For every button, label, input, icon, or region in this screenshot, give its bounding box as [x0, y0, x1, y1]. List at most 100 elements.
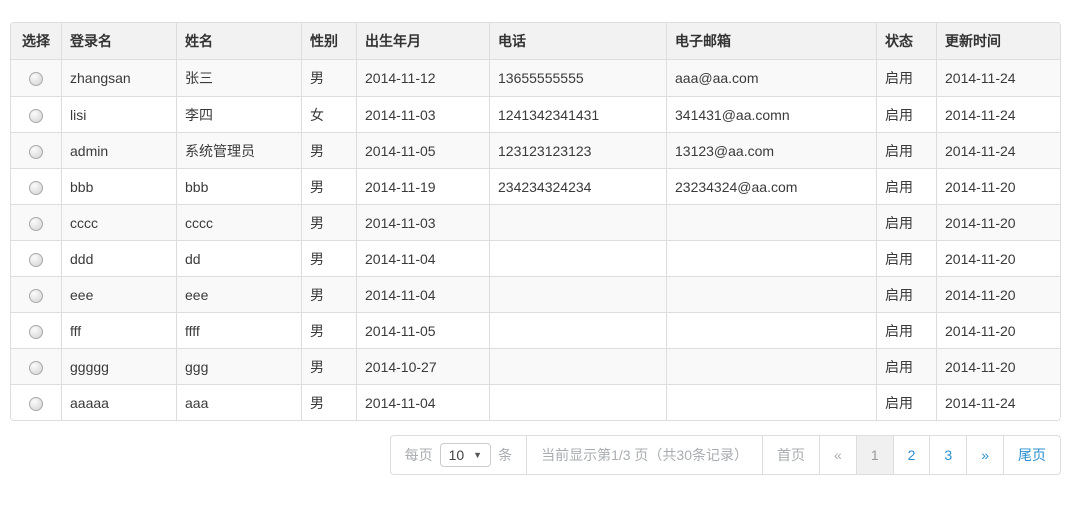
page-size-suffix-label: 条: [498, 447, 513, 463]
name-cell: aaa: [176, 384, 301, 420]
email-cell: [666, 240, 876, 276]
column-header-phone: 电话: [489, 23, 666, 60]
pager-page-2[interactable]: 2: [892, 436, 930, 474]
page-size-select[interactable]: 10 ▼: [439, 443, 492, 467]
email-cell: 13123@aa.com: [666, 132, 876, 168]
birth-cell: 2014-10-27: [356, 348, 489, 384]
name-cell: bbb: [176, 168, 301, 204]
row-radio-button[interactable]: [29, 72, 43, 87]
updated-cell: 2014-11-24: [936, 132, 1060, 168]
email-cell: [666, 204, 876, 240]
select-cell: [11, 132, 61, 168]
name-cell: dd: [176, 240, 301, 276]
row-radio-button[interactable]: [29, 324, 43, 339]
row-radio-button[interactable]: [29, 252, 43, 267]
table-row: lisi 李四 女 2014-11-03 1241342341431 34143…: [11, 96, 1060, 132]
select-cell: [11, 204, 61, 240]
pager-prev-button[interactable]: «: [819, 436, 856, 474]
gender-cell: 女: [301, 96, 356, 132]
row-radio-button[interactable]: [29, 144, 43, 159]
birth-cell: 2014-11-04: [356, 240, 489, 276]
email-cell: [666, 384, 876, 420]
birth-cell: 2014-11-04: [356, 276, 489, 312]
email-cell: 341431@aa.comn: [666, 96, 876, 132]
updated-cell: 2014-11-24: [936, 96, 1060, 132]
pager-last-button[interactable]: 尾页: [1003, 436, 1060, 474]
email-cell: 23234324@aa.com: [666, 168, 876, 204]
user-table: 选择 登录名 姓名 性别 出生年月 电话 电子邮箱 状态 更新时间 zhangs…: [11, 23, 1060, 420]
select-cell: [11, 276, 61, 312]
birth-cell: 2014-11-05: [356, 132, 489, 168]
phone-cell: [489, 312, 666, 348]
status-cell: 启用: [876, 240, 936, 276]
birth-cell: 2014-11-05: [356, 312, 489, 348]
updated-cell: 2014-11-24: [936, 384, 1060, 420]
updated-cell: 2014-11-20: [936, 204, 1060, 240]
pager-page-1[interactable]: 1: [855, 436, 893, 474]
login-cell: fff: [61, 312, 176, 348]
pager-page-3[interactable]: 3: [929, 436, 966, 474]
email-cell: [666, 312, 876, 348]
page-size-section: 每页 10 ▼ 条: [391, 436, 526, 474]
table-row: bbb bbb 男 2014-11-19 234234324234 232343…: [11, 168, 1060, 204]
select-cell: [11, 96, 61, 132]
pager-next-button[interactable]: »: [966, 436, 1003, 474]
gender-cell: 男: [301, 60, 356, 96]
updated-cell: 2014-11-20: [936, 348, 1060, 384]
row-radio-button[interactable]: [29, 396, 43, 411]
updated-cell: 2014-11-20: [936, 276, 1060, 312]
status-cell: 启用: [876, 168, 936, 204]
select-cell: [11, 240, 61, 276]
gender-cell: 男: [301, 168, 356, 204]
phone-cell: 234234324234: [489, 168, 666, 204]
select-cell: [11, 312, 61, 348]
column-header-login: 登录名: [61, 23, 176, 60]
name-cell: eee: [176, 276, 301, 312]
status-cell: 启用: [876, 204, 936, 240]
row-radio-button[interactable]: [29, 216, 43, 231]
phone-cell: [489, 240, 666, 276]
phone-cell: 1241342341431: [489, 96, 666, 132]
login-cell: ddd: [61, 240, 176, 276]
table-row: ddd dd 男 2014-11-04 启用 2014-11-20: [11, 240, 1060, 276]
email-cell: [666, 276, 876, 312]
row-radio-button[interactable]: [29, 108, 43, 123]
table-row: admin 系统管理员 男 2014-11-05 123123123123 13…: [11, 132, 1060, 168]
select-cell: [11, 60, 61, 96]
status-cell: 启用: [876, 60, 936, 96]
row-radio-button[interactable]: [29, 360, 43, 375]
gender-cell: 男: [301, 276, 356, 312]
row-radio-button[interactable]: [29, 288, 43, 303]
gender-cell: 男: [301, 348, 356, 384]
birth-cell: 2014-11-19: [356, 168, 489, 204]
table-header-row: 选择 登录名 姓名 性别 出生年月 电话 电子邮箱 状态 更新时间: [11, 23, 1060, 60]
email-cell: [666, 348, 876, 384]
gender-cell: 男: [301, 132, 356, 168]
gender-cell: 男: [301, 204, 356, 240]
status-cell: 启用: [876, 132, 936, 168]
pagination-bar: 每页 10 ▼ 条 当前显示第1/3 页（共30条记录） 首页 « 1 2 3 …: [389, 435, 1061, 475]
table-row: zhangsan 张三 男 2014-11-12 13655555555 aaa…: [11, 60, 1060, 96]
status-cell: 启用: [876, 348, 936, 384]
login-cell: cccc: [61, 204, 176, 240]
row-radio-button[interactable]: [29, 180, 43, 195]
name-cell: 系统管理员: [176, 132, 301, 168]
table-row: ggggg ggg 男 2014-10-27 启用 2014-11-20: [11, 348, 1060, 384]
table-row: aaaaa aaa 男 2014-11-04 启用 2014-11-24: [11, 384, 1060, 420]
email-cell: aaa@aa.com: [666, 60, 876, 96]
login-cell: ggggg: [61, 348, 176, 384]
birth-cell: 2014-11-04: [356, 384, 489, 420]
pager-first-button[interactable]: 首页: [762, 436, 819, 474]
table-row: eee eee 男 2014-11-04 启用 2014-11-20: [11, 276, 1060, 312]
phone-cell: [489, 348, 666, 384]
column-header-updated: 更新时间: [936, 23, 1060, 60]
select-cell: [11, 348, 61, 384]
pagination-row: 每页 10 ▼ 条 当前显示第1/3 页（共30条记录） 首页 « 1 2 3 …: [10, 435, 1061, 475]
phone-cell: [489, 384, 666, 420]
login-cell: aaaaa: [61, 384, 176, 420]
gender-cell: 男: [301, 240, 356, 276]
name-cell: cccc: [176, 204, 301, 240]
updated-cell: 2014-11-24: [936, 60, 1060, 96]
phone-cell: [489, 204, 666, 240]
login-cell: admin: [61, 132, 176, 168]
